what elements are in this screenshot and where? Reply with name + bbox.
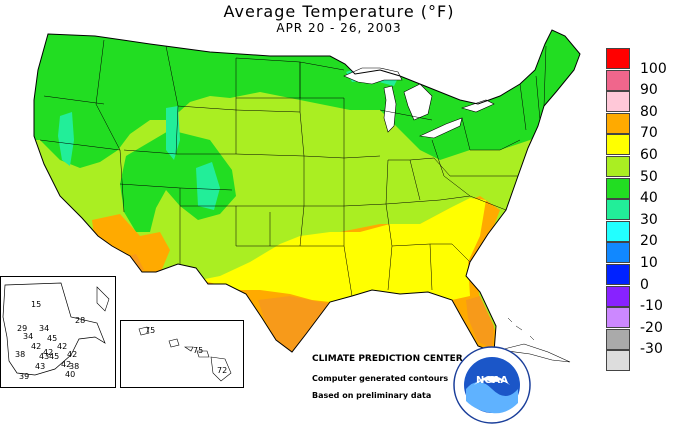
hawaii-value: 75 bbox=[145, 326, 155, 335]
alaska-value: 43 bbox=[35, 362, 45, 371]
lake-michigan bbox=[383, 85, 397, 133]
legend-swatch bbox=[606, 134, 630, 156]
legend-swatch bbox=[606, 285, 630, 307]
legend-label: 100 bbox=[640, 60, 667, 77]
legend-label: -20 bbox=[640, 319, 663, 336]
credit-line-2: Based on preliminary data bbox=[312, 391, 432, 400]
alaska-value: 45 bbox=[47, 334, 57, 343]
contour-60-south bbox=[200, 198, 486, 302]
legend-swatch bbox=[606, 328, 630, 350]
alaska-value: 34 bbox=[23, 332, 33, 341]
alaska-value: 34 bbox=[39, 324, 49, 333]
credit-org: CLIMATE PREDICTION CENTER, NOAA bbox=[312, 354, 499, 364]
legend-swatch bbox=[606, 177, 630, 199]
legend-label: 0 bbox=[640, 276, 649, 293]
legend-swatch bbox=[606, 156, 630, 177]
legend-label: 70 bbox=[640, 125, 658, 142]
alaska-value: 15 bbox=[31, 300, 41, 309]
hawaii-value: 75 bbox=[193, 346, 203, 355]
legend-label: 20 bbox=[640, 233, 658, 250]
legend-swatch bbox=[606, 112, 630, 134]
legend-label: 40 bbox=[640, 190, 658, 207]
alaska-value: 43 bbox=[39, 352, 49, 361]
contour-80-louisiana bbox=[352, 292, 384, 316]
legend-label: -10 bbox=[640, 298, 663, 315]
legend-label: 80 bbox=[640, 103, 658, 120]
legend-label: -30 bbox=[640, 341, 663, 358]
alaska-value: 39 bbox=[19, 372, 29, 381]
alaska-value: 38 bbox=[15, 350, 25, 359]
alaska-inset: 15 28 29 34 34 45 42 38 42 43 45 42 42 43 42 38 39 40 bbox=[0, 276, 116, 388]
state-borders bbox=[39, 39, 547, 297]
legend-label: 90 bbox=[640, 82, 658, 99]
lake-ontario bbox=[460, 99, 495, 113]
alaska-value: 29 bbox=[17, 324, 27, 333]
legend-swatch bbox=[606, 242, 630, 264]
contour-80-florida bbox=[466, 296, 494, 348]
alaska-value: 28 bbox=[75, 316, 85, 325]
alaska-value: 42 bbox=[43, 348, 53, 357]
legend-label: 30 bbox=[640, 211, 658, 228]
legend-swatch bbox=[606, 69, 630, 91]
noaa-logo: NOAA bbox=[453, 346, 531, 424]
legend-swatch bbox=[606, 350, 630, 372]
legend-swatch bbox=[606, 307, 630, 329]
contour-30-colorado bbox=[196, 162, 220, 210]
legend-label: 60 bbox=[640, 147, 658, 163]
hawaii-inset: 75 75 72 bbox=[120, 320, 244, 388]
alaska-value: 38 bbox=[69, 362, 79, 371]
alaska-value: 42 bbox=[67, 350, 77, 359]
legend-swatch bbox=[606, 48, 630, 69]
hawaii-map: 75 75 72 bbox=[138, 326, 232, 382]
contour-30-idaho bbox=[58, 112, 74, 166]
contour-80-texas bbox=[258, 296, 330, 352]
us-outline bbox=[33, 29, 581, 353]
legend-swatch bbox=[606, 91, 630, 113]
cuba-outline bbox=[499, 343, 571, 363]
alaska-value: 42 bbox=[61, 360, 71, 369]
legend-swatch bbox=[606, 264, 630, 285]
lake-erie bbox=[418, 117, 463, 139]
bahamas-outline bbox=[507, 317, 535, 341]
credit-line-1: Computer generated contours bbox=[312, 374, 449, 383]
hawaii-value: 72 bbox=[217, 366, 227, 375]
alaska-value: 40 bbox=[65, 370, 75, 379]
noaa-logo-text: NOAA bbox=[476, 375, 508, 386]
legend-label: 50 bbox=[640, 168, 658, 185]
map-title: Average Temperature (°F) bbox=[223, 2, 455, 21]
legend-label: 10 bbox=[640, 255, 658, 271]
map-subtitle: APR 20 - 26, 2003 bbox=[276, 21, 402, 35]
alaska-value: 45 bbox=[49, 352, 59, 361]
legend-swatch bbox=[606, 220, 630, 242]
legend-swatch bbox=[606, 199, 630, 221]
alaska-value: 42 bbox=[31, 342, 41, 351]
alaska-value: 42 bbox=[57, 342, 67, 351]
